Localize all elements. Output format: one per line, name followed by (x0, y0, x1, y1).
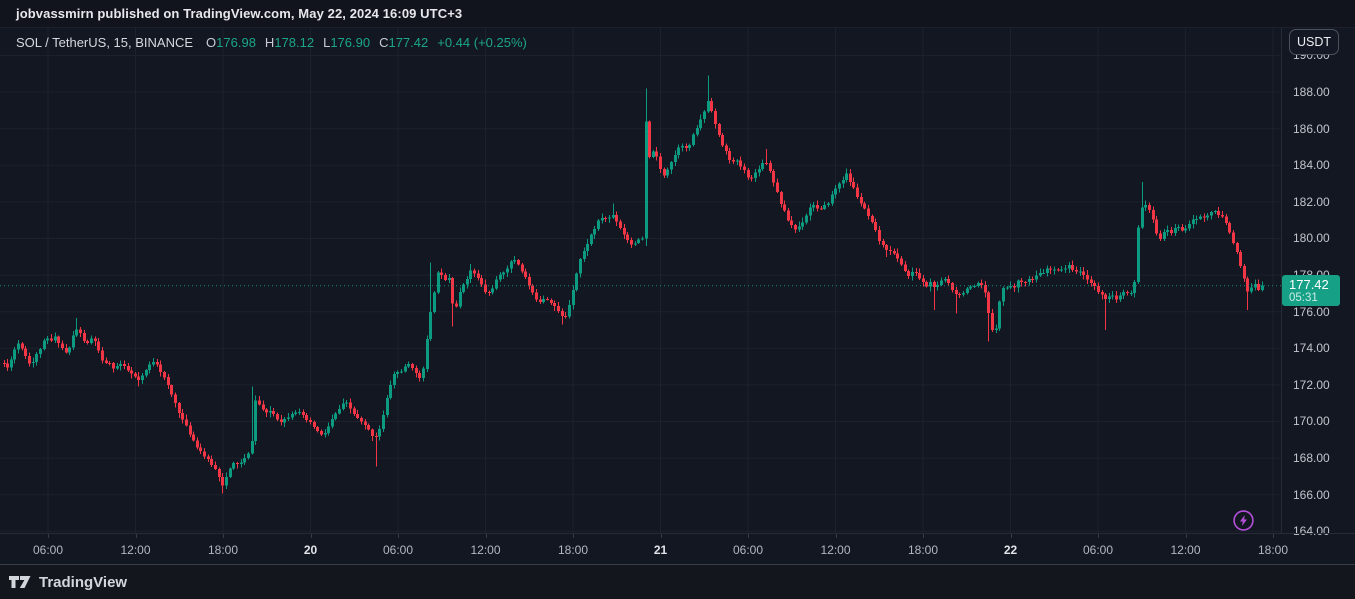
price-tick-label: 184.00 (1293, 158, 1330, 173)
ohlc-open: O176.98 (206, 35, 256, 50)
boost-button[interactable] (1231, 508, 1256, 533)
time-tick-mark (748, 534, 749, 538)
grid (0, 28, 1281, 533)
time-tick-mark (1185, 534, 1187, 538)
time-tick-mark (1273, 534, 1274, 538)
candlestick-chart[interactable] (0, 28, 1281, 533)
time-tick-mark (923, 534, 924, 538)
candles (3, 75, 1264, 494)
currency-toggle-button[interactable]: USDT (1289, 29, 1339, 55)
published-text: jobvassmirn published on TradingView.com… (16, 6, 463, 21)
time-tick-label: 12:00 (1170, 543, 1201, 557)
price-tick-label: 188.00 (1293, 85, 1330, 100)
time-tick-mark (223, 534, 224, 538)
price-tick-label: 168.00 (1293, 451, 1330, 466)
time-tick-label: 12:00 (120, 543, 151, 557)
time-tick-label: 18:00 (207, 543, 239, 557)
time-tick-mark (135, 534, 137, 538)
time-tick-label: 18:00 (557, 543, 589, 557)
time-tick-label: 06:00 (1082, 543, 1114, 557)
time-axis[interactable]: 06:00 12:00 18:00 20 06:00 12:00 18:00 21 06:00 1… (0, 533, 1355, 565)
published-bar: jobvassmirn published on TradingView.com… (0, 0, 1355, 28)
time-tick-mark (485, 534, 487, 538)
time-tick-mark (48, 534, 49, 538)
price-tick-label: 180.00 (1293, 231, 1330, 246)
brand-name[interactable]: TradingView (39, 573, 128, 591)
time-tick-mark (573, 534, 574, 538)
price-tick-label: 170.00 (1293, 414, 1330, 429)
price-tick-label: 186.00 (1293, 121, 1330, 136)
last-price-value: 177.42 (1289, 277, 1329, 292)
time-tick-mark (1010, 534, 1012, 538)
time-tick-label: 06:00 (382, 543, 414, 557)
price-tick-label: 176.00 (1293, 304, 1330, 319)
ohlc-high: H178.12 (264, 35, 315, 50)
time-tick-label: 12:00 (820, 543, 851, 557)
time-tick-mark (398, 534, 399, 538)
time-tick-label: 18:00 (907, 543, 939, 557)
time-tick-mark (660, 534, 662, 538)
time-tick-label: 12:00 (470, 543, 501, 557)
tradingview-logo-icon[interactable] (9, 573, 31, 591)
time-tick-label: 20 (303, 543, 318, 557)
time-tick-mark (835, 534, 837, 538)
price-tick-label: 172.00 (1293, 377, 1330, 392)
ohlc-low: L176.90 (323, 35, 371, 50)
footer-bar: TradingView (0, 564, 1355, 599)
time-tick-label: 22 (1003, 543, 1018, 557)
time-tick-label: 06:00 (32, 543, 64, 557)
price-tick-label: 182.00 (1293, 194, 1330, 209)
time-tick-mark (310, 534, 312, 538)
symbol-legend[interactable]: SOL / TetherUS, 15, BINANCE O176.98 H178… (16, 35, 527, 50)
ohlc-close: C177.42 (379, 35, 429, 50)
last-price-badge: 177.42 05:31 (1282, 275, 1340, 306)
time-tick-mark (1098, 534, 1099, 538)
price-axis[interactable]: 164.00 166.00 168.00 170.00 172.00 174.00 176.… (1281, 28, 1355, 538)
symbol-title: SOL / TetherUS, 15, BINANCE (16, 35, 194, 50)
time-tick-label: 21 (653, 543, 668, 557)
price-change: +0.44 (+0.25%) (437, 35, 527, 50)
price-tick-label: 174.00 (1293, 341, 1330, 356)
price-tick-label: 164.00 (1293, 524, 1330, 539)
boost-lightning-icon (1233, 510, 1254, 531)
price-tick-label: 166.00 (1293, 487, 1330, 502)
bar-countdown: 05:31 (1289, 292, 1318, 304)
time-tick-label: 18:00 (1257, 543, 1289, 557)
time-tick-label: 06:00 (732, 543, 764, 557)
